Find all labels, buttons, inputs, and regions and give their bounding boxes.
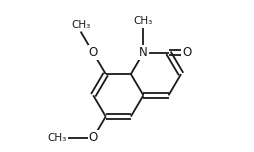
Text: CH₃: CH₃ [134, 16, 153, 26]
Text: N: N [139, 46, 148, 59]
Text: O: O [183, 46, 192, 59]
Text: CH₃: CH₃ [47, 133, 67, 143]
Text: O: O [89, 46, 98, 59]
Text: O: O [89, 131, 98, 144]
Text: CH₃: CH₃ [71, 20, 90, 30]
